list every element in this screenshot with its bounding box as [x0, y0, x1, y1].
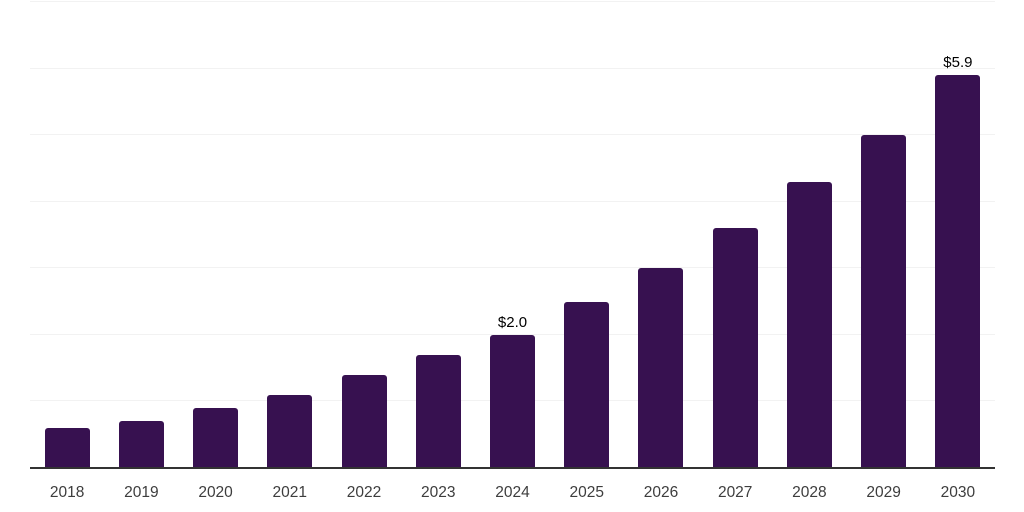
x-tick-label-2023: 2023 [421, 484, 456, 501]
x-tick-label-2022: 2022 [346, 484, 382, 501]
x-tick-label-2024: 2024 [495, 484, 530, 501]
bar-2019 [118, 421, 164, 468]
x-tick-label-2025: 2025 [569, 484, 604, 501]
bar-2024 [490, 334, 535, 468]
bar-2020 [193, 408, 239, 468]
gridline [30, 267, 995, 269]
bar-2029 [861, 135, 907, 468]
gridline [30, 134, 995, 136]
x-axis-line [30, 467, 995, 469]
x-tick-label-2030: 2030 [940, 484, 976, 501]
gridline [30, 200, 995, 202]
bar-2025 [564, 301, 610, 468]
bar-2027 [712, 228, 758, 468]
bar-2030 [935, 75, 981, 468]
x-tick-label-2028: 2028 [792, 484, 827, 501]
gridline [30, 333, 995, 335]
x-tick-label-2019: 2019 [124, 484, 159, 501]
x-tick-label-2020: 2020 [198, 484, 233, 501]
bar-2028 [786, 181, 832, 468]
x-tick-label-2029: 2029 [866, 484, 901, 501]
x-tick-label-2026: 2026 [643, 484, 679, 501]
bar-2021 [267, 394, 313, 468]
gridline [30, 67, 995, 69]
x-tick-label-2021: 2021 [272, 484, 308, 501]
data-label-2030: $5.9 [943, 54, 973, 72]
bar-2023 [415, 354, 461, 468]
gridline [30, 1, 995, 2]
x-tick-label-2027: 2027 [717, 484, 753, 501]
x-tick-label-2018: 2018 [49, 484, 85, 501]
bar-2018 [44, 428, 90, 468]
bar-2026 [638, 268, 684, 468]
data-label-2024: $2.0 [497, 313, 528, 331]
bar-2022 [341, 374, 387, 468]
